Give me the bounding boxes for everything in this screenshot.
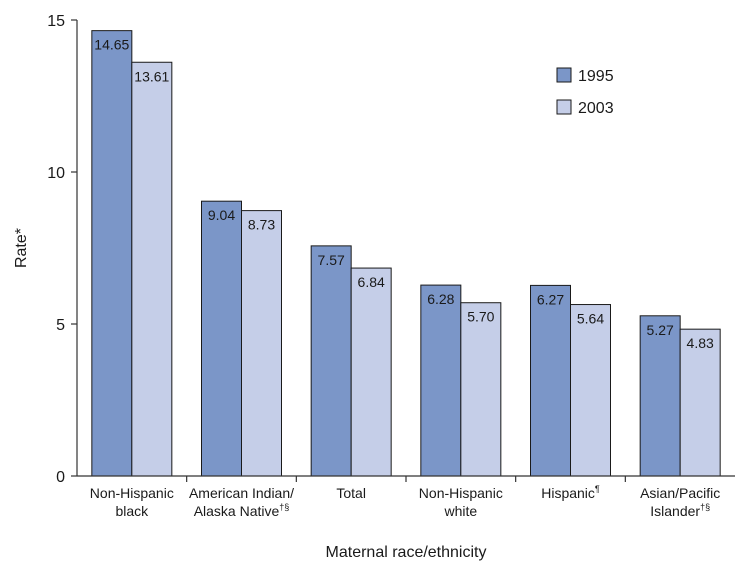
y-ticks-layer: 0 5 10 15 (47, 13, 77, 486)
bar-2003 (131, 61, 173, 477)
x-tick-label: Total (336, 485, 366, 501)
x-tick-label-line: Non-Hispanic (90, 485, 174, 501)
axes-layer (76, 20, 735, 477)
x-tick-label-footnote: †§ (700, 502, 710, 512)
x-tick-label-line: Hispanic (541, 485, 595, 501)
bar-1995 (639, 315, 681, 477)
y-axis-title: Rate* (13, 228, 30, 268)
y-tick-label: 15 (47, 13, 65, 30)
legend: 1995 2003 (556, 67, 614, 117)
x-tick-label-footnote: ¶ (595, 484, 600, 494)
bar-1995 (530, 284, 571, 477)
bar-value-label: 6.27 (537, 291, 564, 307)
bar-2003 (679, 328, 721, 477)
bar-value-label: 5.64 (577, 311, 604, 327)
bar-value-label: 6.84 (358, 274, 385, 290)
x-tick-label: Non-Hispanic white (419, 485, 503, 519)
x-tick-label-footnote: †§ (279, 502, 289, 512)
y-tick-label: 5 (56, 317, 65, 334)
bars-layer: 14.65 13.61 9.04 8.73 7.57 6.84 6.28 5.70 6.27 5.… (91, 30, 721, 477)
bar-1995 (310, 245, 352, 477)
bar-2003 (350, 267, 392, 477)
bar-value-label: 5.70 (467, 309, 494, 325)
y-tick-label: 10 (47, 165, 65, 182)
x-tick-label-line: Total (336, 485, 366, 501)
x-tick-label: Hispanic¶ (541, 484, 600, 501)
legend-label: 2003 (578, 100, 614, 117)
bar-value-label: 13.61 (134, 68, 169, 84)
legend-swatch-1995 (556, 67, 572, 83)
x-tick-label: Non-Hispanic black (90, 485, 174, 519)
y-tick-label: 0 (56, 469, 65, 486)
bar-1995 (420, 284, 462, 477)
bar-value-label: 9.04 (208, 207, 235, 223)
x-tick-label: Asian/Pacific Islander†§ (640, 485, 720, 519)
bar-value-label: 6.28 (427, 291, 454, 307)
bar-1995 (91, 30, 133, 477)
x-ticks-layer: Non-Hispanic black American Indian/Alaska … (90, 476, 720, 519)
bar-value-label: 4.83 (687, 335, 714, 351)
bar-value-label: 8.73 (248, 217, 275, 233)
bar-2003 (460, 302, 502, 477)
x-tick-label-line: Alaska Native (194, 503, 280, 519)
bar-value-label: 14.65 (94, 37, 129, 53)
x-tick-label-line: Asian/Pacific (640, 485, 720, 501)
bar-2003 (570, 304, 611, 477)
bar-value-label: 7.57 (318, 252, 345, 268)
bar-2003 (241, 210, 282, 477)
x-tick-label-line: American Indian/ (189, 485, 294, 501)
x-tick-label: American Indian/Alaska Native†§ (189, 485, 294, 519)
bar-value-label: 5.27 (647, 322, 674, 338)
x-tick-label-line: Islander (650, 503, 700, 519)
x-tick-label-line: black (115, 503, 149, 519)
legend-swatch-2003 (556, 99, 572, 115)
x-axis-title: Maternal race/ethnicity (326, 544, 487, 561)
x-tick-label-line: white (443, 503, 477, 519)
x-tick-label-line: Non-Hispanic (419, 485, 503, 501)
bar-1995 (201, 200, 242, 477)
legend-label: 1995 (578, 68, 614, 85)
